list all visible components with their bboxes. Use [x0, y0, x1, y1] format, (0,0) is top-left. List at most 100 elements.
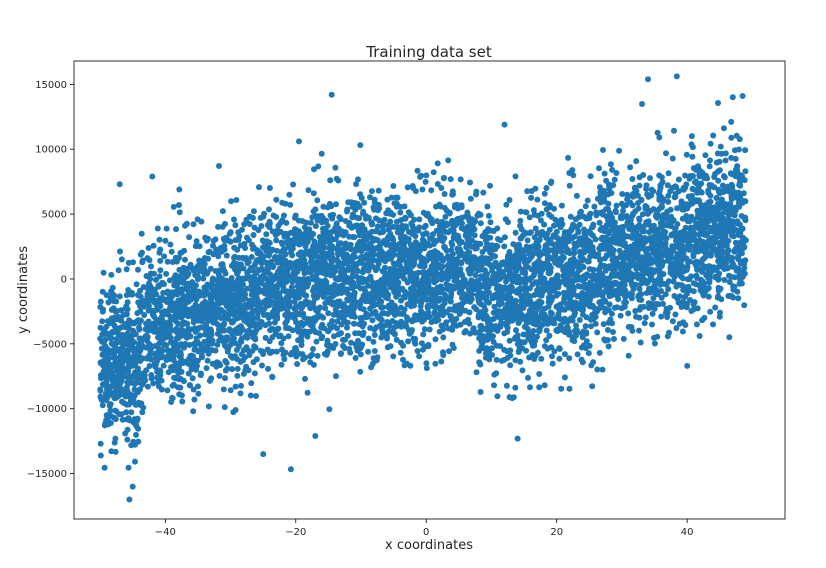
data-point — [545, 270, 552, 276]
chart-title: Training data set — [365, 43, 492, 61]
data-point — [367, 325, 374, 331]
data-point — [194, 327, 201, 333]
data-point — [235, 314, 242, 321]
data-point — [326, 321, 333, 328]
data-point — [445, 325, 452, 332]
data-point — [282, 349, 289, 356]
data-point — [202, 307, 209, 313]
data-point — [722, 157, 729, 164]
data-point — [719, 196, 726, 203]
data-point — [334, 318, 341, 325]
data-point — [726, 279, 733, 285]
data-point — [599, 210, 606, 217]
data-point — [297, 260, 303, 267]
data-point — [606, 301, 613, 308]
data-point — [670, 278, 677, 285]
data-point — [637, 339, 644, 346]
data-point — [638, 280, 645, 287]
data-point — [705, 199, 712, 206]
data-point — [505, 219, 511, 226]
data-point — [416, 224, 423, 231]
data-point — [640, 172, 647, 178]
data-point — [249, 329, 256, 336]
data-point — [672, 311, 679, 318]
data-point — [442, 291, 448, 298]
data-point — [150, 242, 157, 249]
data-point — [603, 177, 610, 184]
data-point — [176, 309, 183, 315]
data-point — [365, 348, 372, 355]
data-point — [691, 299, 698, 306]
data-point — [266, 220, 273, 227]
data-point — [629, 254, 636, 261]
data-point — [609, 166, 616, 173]
data-point — [690, 216, 697, 223]
data-point — [283, 318, 290, 325]
data-point — [347, 255, 354, 262]
data-point — [689, 153, 696, 160]
data-point — [477, 361, 484, 368]
data-point — [596, 219, 603, 226]
data-point — [110, 298, 117, 304]
data-point — [572, 332, 579, 339]
data-point — [621, 299, 628, 306]
data-point — [436, 201, 443, 208]
data-point — [610, 336, 617, 342]
data-point — [260, 253, 267, 260]
data-point — [157, 267, 164, 274]
data-point — [642, 314, 649, 321]
data-point — [289, 252, 296, 259]
data-point — [292, 345, 298, 352]
data-point — [728, 193, 735, 200]
data-point — [698, 201, 704, 208]
data-point — [411, 302, 418, 309]
data-point — [416, 216, 423, 223]
data-point — [307, 276, 314, 283]
data-point — [183, 284, 190, 291]
data-point — [669, 216, 676, 223]
data-point — [381, 216, 388, 223]
data-point — [671, 127, 677, 134]
data-point — [485, 351, 492, 358]
data-point — [715, 284, 722, 291]
data-point — [636, 217, 643, 223]
data-point — [610, 247, 617, 254]
data-point — [445, 253, 451, 260]
data-point — [669, 318, 676, 325]
data-point — [107, 401, 114, 408]
data-point — [144, 383, 151, 390]
data-point — [212, 268, 219, 274]
data-point — [501, 243, 508, 250]
data-point — [99, 402, 106, 409]
data-point — [227, 341, 234, 348]
data-point — [397, 349, 404, 356]
data-point — [256, 184, 262, 191]
data-point — [641, 320, 648, 327]
data-point — [449, 263, 456, 270]
data-point — [133, 401, 140, 408]
data-point — [99, 288, 106, 295]
data-point — [491, 303, 498, 310]
data-point — [369, 317, 376, 324]
data-point — [101, 380, 108, 387]
data-point — [541, 200, 548, 207]
data-point — [489, 267, 496, 274]
data-point — [147, 351, 154, 358]
data-point — [658, 174, 665, 181]
data-point — [517, 358, 524, 365]
data-point — [706, 163, 713, 170]
data-point — [418, 340, 425, 347]
data-point — [588, 323, 594, 330]
data-point — [138, 230, 145, 237]
data-point — [453, 201, 460, 208]
data-point — [347, 241, 354, 248]
data-point — [715, 293, 722, 300]
data-point — [672, 225, 679, 232]
data-point — [331, 282, 338, 289]
data-point — [519, 299, 526, 306]
data-point — [398, 318, 405, 325]
data-point — [629, 176, 636, 182]
data-point — [609, 257, 616, 263]
data-point — [367, 276, 374, 283]
data-point — [598, 235, 605, 242]
